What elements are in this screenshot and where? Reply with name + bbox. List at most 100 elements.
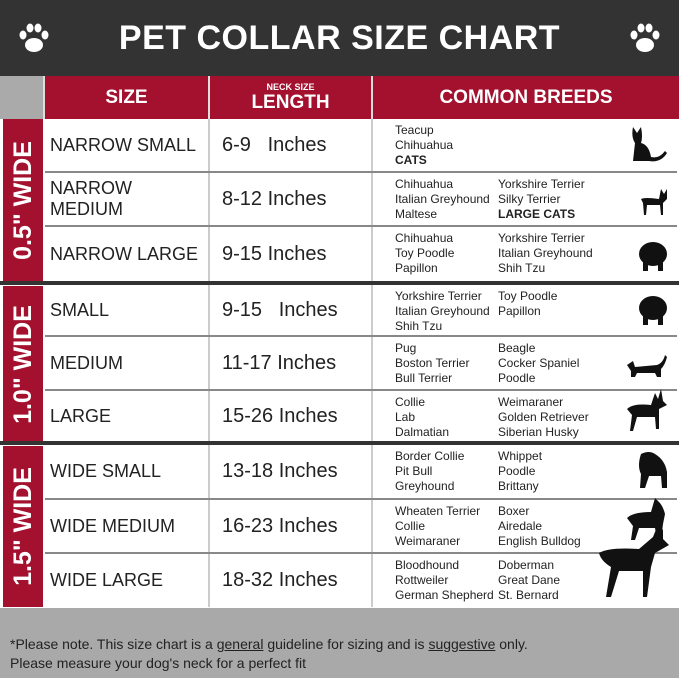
common-breeds: Collie Lab Dalmatian Weimaraner Golden Retri…: [373, 389, 677, 441]
common-breeds: Border Collie Pit Bull Greyhound Whippet Poo…: [373, 445, 677, 498]
group-label-1-5: 1.5" WIDE: [3, 446, 43, 607]
chart-title-bar: PET COLLAR SIZE CHART: [0, 0, 679, 76]
paw-icon: [630, 23, 660, 52]
breed-name: Italian Greyhound: [395, 304, 490, 318]
cat-icon: [625, 123, 669, 167]
breed-name: English Bulldog: [498, 534, 581, 548]
chihuahua-icon: [637, 185, 669, 221]
dachshund-icon: [625, 351, 669, 385]
header-size: SIZE: [45, 76, 210, 119]
breed-name: Italian Greyhound: [498, 246, 593, 260]
breed-name: Rottweiler: [395, 573, 449, 587]
size-name: WIDE SMALL: [45, 445, 210, 498]
breed-name: Boston Terrier: [395, 356, 470, 370]
breed-name: Yorkshire Terrier: [395, 289, 482, 303]
fluffy-dog-icon: [637, 293, 669, 331]
breed-name: St. Bernard: [498, 588, 559, 602]
breed-name: LARGE CATS: [498, 207, 576, 221]
breed-name: CATS: [395, 153, 427, 167]
size-row: NARROW MEDIUM 8-12 Inches Chihuahua Itali…: [45, 173, 677, 227]
breed-name: Weimaraner: [395, 534, 461, 548]
neck-length: 6-9 Inches: [210, 119, 373, 171]
shepherd-dog-icon: [623, 387, 669, 437]
breed-name: Shih Tzu: [498, 261, 546, 275]
breed-name: Toy Poodle: [395, 246, 455, 260]
breed-name: German Shepherd: [395, 588, 494, 602]
breed-name: Chihuahua: [395, 177, 454, 191]
neck-length: 15-26 Inches: [210, 391, 373, 441]
breed-name: Whippet: [498, 449, 543, 463]
breed-name: Cocker Spaniel: [498, 356, 580, 370]
doberman-icon: [595, 527, 669, 603]
size-row: WIDE MEDIUM 16-23 Inches Wheaten Terrier…: [45, 498, 677, 554]
common-breeds: Chihuahua Italian Greyhound Maltese Yorkshi…: [373, 173, 677, 225]
common-breeds: Chihuahua Toy Poodle Papillon Yorkshire Ter…: [373, 227, 677, 281]
size-name: NARROW MEDIUM: [45, 173, 210, 225]
breed-name: Bull Terrier: [395, 371, 453, 385]
group-divider: [0, 441, 679, 445]
pitbull-icon: [625, 494, 669, 548]
breed-name: Shih Tzu: [395, 319, 443, 333]
breed-name: Poodle: [498, 464, 536, 478]
breed-name: Papillon: [498, 304, 541, 318]
size-name: NARROW SMALL: [45, 119, 210, 171]
size-name: WIDE LARGE: [45, 554, 210, 607]
common-breeds: Teacup Chihuahua CATS: [373, 119, 677, 171]
breed-name: Bloodhound: [395, 558, 460, 572]
breed-name: Toy Poodle: [498, 289, 558, 303]
header-breeds: COMMON BREEDS: [373, 76, 679, 119]
breed-name: Poodle: [498, 371, 536, 385]
breed-name: Great Dane: [498, 573, 561, 587]
breed-name: Golden Retriever: [498, 410, 589, 424]
size-name: MEDIUM: [45, 337, 210, 389]
neck-length: 8-12 Inches: [210, 173, 373, 225]
breed-name: Wheaten Terrier: [395, 504, 481, 518]
breed-name: Pug: [395, 341, 417, 355]
breed-name: Doberman: [498, 558, 555, 572]
neck-length: 16-23 Inches: [210, 500, 373, 552]
size-row: WIDE SMALL 13-18 Inches Border Collie Pit…: [45, 445, 677, 500]
size-row: LARGE 15-26 Inches Collie Lab Dalmatian Wei…: [45, 389, 677, 441]
breed-name: Weimaraner: [498, 395, 564, 409]
breed-name: Brittany: [498, 479, 539, 493]
breed-name: Boxer: [498, 504, 530, 518]
header-length-label: LENGTH: [251, 91, 330, 113]
breed-name: Greyhound: [395, 479, 455, 493]
breed-name: Airedale: [498, 519, 543, 533]
breed-name: Silky Terrier: [498, 192, 561, 206]
size-name: WIDE MEDIUM: [45, 500, 210, 552]
common-breeds: Wheaten Terrier Collie Weimaraner Boxer Aire…: [373, 498, 677, 552]
breed-name: Chihuahua: [395, 138, 454, 152]
paw-icon: [19, 23, 49, 52]
size-row: MEDIUM 11-17 Inches Pug Boston Terrier Bul…: [45, 337, 677, 391]
size-row: NARROW LARGE 9-15 Inches Chihuahua Toy Po…: [45, 227, 677, 281]
neck-length: 9-15 Inches: [210, 227, 373, 281]
size-row: WIDE LARGE 18-32 Inches Bloodhound Rottwe…: [45, 527, 677, 607]
size-row: NARROW SMALL 6-9 Inches Teacup Chihuahua C…: [45, 119, 677, 173]
group-divider: [0, 281, 679, 285]
header-length: NECK SIZE LENGTH: [210, 76, 373, 119]
header-neck-size: NECK SIZE: [266, 81, 315, 92]
breed-name: Pit Bull: [395, 464, 433, 478]
breed-name: Maltese: [395, 207, 438, 221]
breed-name: Yorkshire Terrier: [498, 231, 585, 245]
fluffy-dog-icon: [637, 239, 669, 277]
common-breeds: Bloodhound Rottweiler German Shepherd Dober…: [373, 527, 677, 607]
common-breeds: Pug Boston Terrier Bull Terrier Beagle Cocke…: [373, 337, 677, 389]
size-row: SMALL 9-15 Inches Yorkshire Terrier Itali…: [45, 285, 677, 337]
bulldog-icon: [635, 450, 669, 494]
neck-length: 11-17 Inches: [210, 337, 373, 389]
breed-name: Dalmatian: [395, 425, 450, 439]
breed-name: Siberian Husky: [498, 425, 579, 439]
chart-title: PET COLLAR SIZE CHART: [118, 18, 561, 57]
group-label-1-0: 1.0" WIDE: [3, 286, 43, 442]
size-name: LARGE: [45, 391, 210, 441]
neck-length: 9-15 Inches: [210, 285, 373, 335]
breed-name: Collie: [395, 395, 426, 409]
breed-name: Border Collie: [395, 449, 465, 463]
breed-name: Teacup: [395, 123, 434, 137]
breed-name: Beagle: [498, 341, 536, 355]
breed-name: Collie: [395, 519, 426, 533]
breed-name: Yorkshire Terrier: [498, 177, 585, 191]
breed-name: Italian Greyhound: [395, 192, 490, 206]
